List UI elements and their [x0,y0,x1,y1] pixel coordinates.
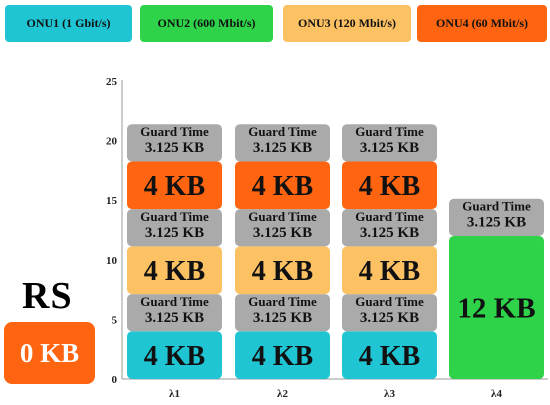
data-segment-label: 4 KB [252,341,313,372]
guard-time-segment [235,294,330,332]
y-tick-label: 20 [106,136,118,148]
guard-time-segment [127,294,222,332]
y-tick-label: 15 [106,195,118,207]
data-segment-label: 4 KB [359,171,420,202]
guard-time-segment [235,124,330,162]
guard-time-value: 3.125 KB [360,225,419,241]
guard-time-segment [342,124,437,162]
data-segment-label: 4 KB [144,341,205,372]
guard-time-title: Guard Time [248,294,317,309]
data-segment [235,331,330,379]
data-segment [127,161,222,210]
guard-time-title: Guard Time [248,209,317,224]
y-tick-label: 10 [106,255,118,267]
guard-time-segment [127,209,222,247]
guard-time-value: 3.125 KB [145,140,204,156]
guard-time-title: Guard Time [355,209,424,224]
guard-time-title: Guard Time [248,124,317,139]
guard-time-segment [342,294,437,332]
guard-time-value: 3.125 KB [360,140,419,156]
guard-time-segment [342,209,437,247]
x-tick-label: λ1 [169,388,180,400]
guard-time-title: Guard Time [140,124,209,139]
x-tick-label: λ2 [277,388,288,400]
guard-time-segment [235,209,330,247]
guard-time-value: 3.125 KB [253,225,312,241]
data-segment [127,331,222,379]
rs-value-box: 0 KB [4,322,95,384]
guard-time-title: Guard Time [462,199,531,214]
data-segment [127,246,222,295]
guard-time-segment [127,124,222,162]
guard-time-title: Guard Time [355,294,424,309]
guard-time-title: Guard Time [140,209,209,224]
guard-time-segment [449,198,544,236]
legend-onu2: ONU2 (600 Mbit/s) [140,5,273,42]
guard-time-value: 3.125 KB [253,140,312,156]
x-tick-label: λ3 [384,388,395,400]
guard-time-value: 3.125 KB [467,215,526,231]
data-segment [449,235,544,379]
guard-time-value: 3.125 KB [145,310,204,326]
legend-onu4: ONU4 (60 Mbit/s) [417,5,547,42]
data-segment-label: 12 KB [457,293,535,325]
data-segment-label: 4 KB [144,171,205,202]
y-tick-label: 0 [112,374,118,386]
guard-time-title: Guard Time [140,294,209,309]
guard-time-value: 3.125 KB [253,310,312,326]
legend-onu1: ONU1 (1 Gbit/s) [5,5,132,42]
data-segment-label: 4 KB [359,256,420,287]
data-segment-label: 4 KB [359,341,420,372]
data-segment [342,161,437,210]
data-segment [342,331,437,379]
data-segment-label: 4 KB [144,256,205,287]
data-segment [235,246,330,295]
data-segment-label: 4 KB [252,171,313,202]
guard-time-value: 3.125 KB [360,310,419,326]
rs-label: RS [22,275,73,317]
y-tick-label: 5 [112,314,118,326]
y-tick-label: 25 [106,76,118,88]
y-tick-labels: 0 5 10 15 20 25 [106,76,118,386]
legend-onu3: ONU3 (120 Mbit/s) [283,5,411,42]
data-segment-label: 4 KB [252,256,313,287]
data-segment [235,161,330,210]
data-segment [342,246,437,295]
x-tick-label: λ4 [491,388,502,400]
x-tick-labels: λ1 λ2 λ3 λ4 [169,388,502,400]
guard-time-title: Guard Time [355,124,424,139]
guard-time-value: 3.125 KB [145,225,204,241]
